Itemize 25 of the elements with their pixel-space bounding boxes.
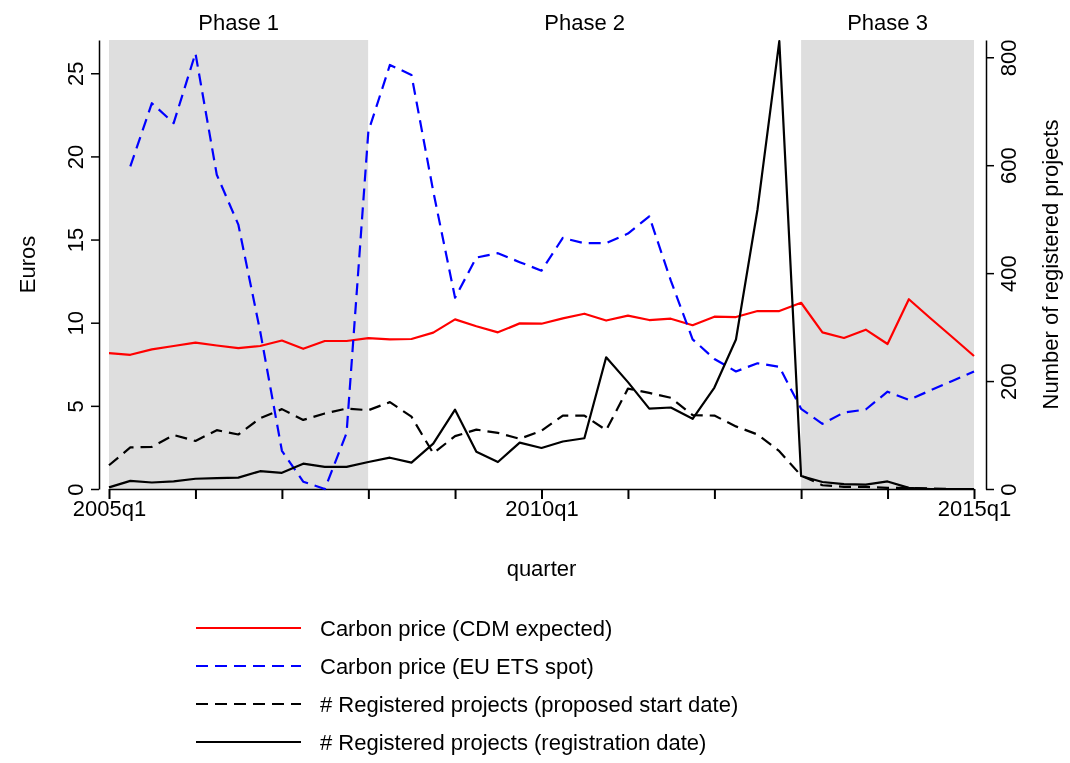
y-tick-label: 15 bbox=[63, 227, 88, 253]
x-tick-label: 2005q1 bbox=[72, 495, 147, 521]
y2-tick-label: 200 bbox=[996, 363, 1021, 400]
legend-label: Carbon price (CDM expected) bbox=[320, 616, 613, 641]
x-tick-label: 2015q1 bbox=[937, 495, 1012, 521]
y2-tick-label: 600 bbox=[996, 147, 1021, 185]
y-tick-label: 25 bbox=[63, 61, 88, 86]
line-series bbox=[107, 298, 976, 358]
band-label: Phase 1 bbox=[198, 10, 280, 35]
y-axis-title: Euros bbox=[15, 235, 40, 294]
x-axis-title: quarter bbox=[506, 556, 577, 581]
legend-label: # Registered projects (proposed start date) bbox=[320, 692, 739, 717]
y-tick-label: 5 bbox=[63, 400, 88, 413]
y-tick-label: 0 bbox=[63, 483, 88, 496]
legend-label: # Registered projects (registration date) bbox=[320, 730, 707, 755]
band-label: Phase 3 bbox=[847, 10, 928, 35]
legend-label: Carbon price (EU ETS spot) bbox=[320, 654, 594, 679]
y2-tick-label: 800 bbox=[996, 39, 1021, 77]
band-label: Phase 2 bbox=[544, 10, 626, 35]
y-tick-label: 10 bbox=[63, 310, 88, 336]
y2-tick-label: 0 bbox=[996, 483, 1021, 496]
y2-axis-title: Number of registered projects bbox=[1038, 119, 1063, 410]
y2-tick-label: 400 bbox=[996, 255, 1021, 292]
y-tick-label: 20 bbox=[63, 144, 88, 170]
x-tick-label: 2010q1 bbox=[505, 495, 579, 521]
